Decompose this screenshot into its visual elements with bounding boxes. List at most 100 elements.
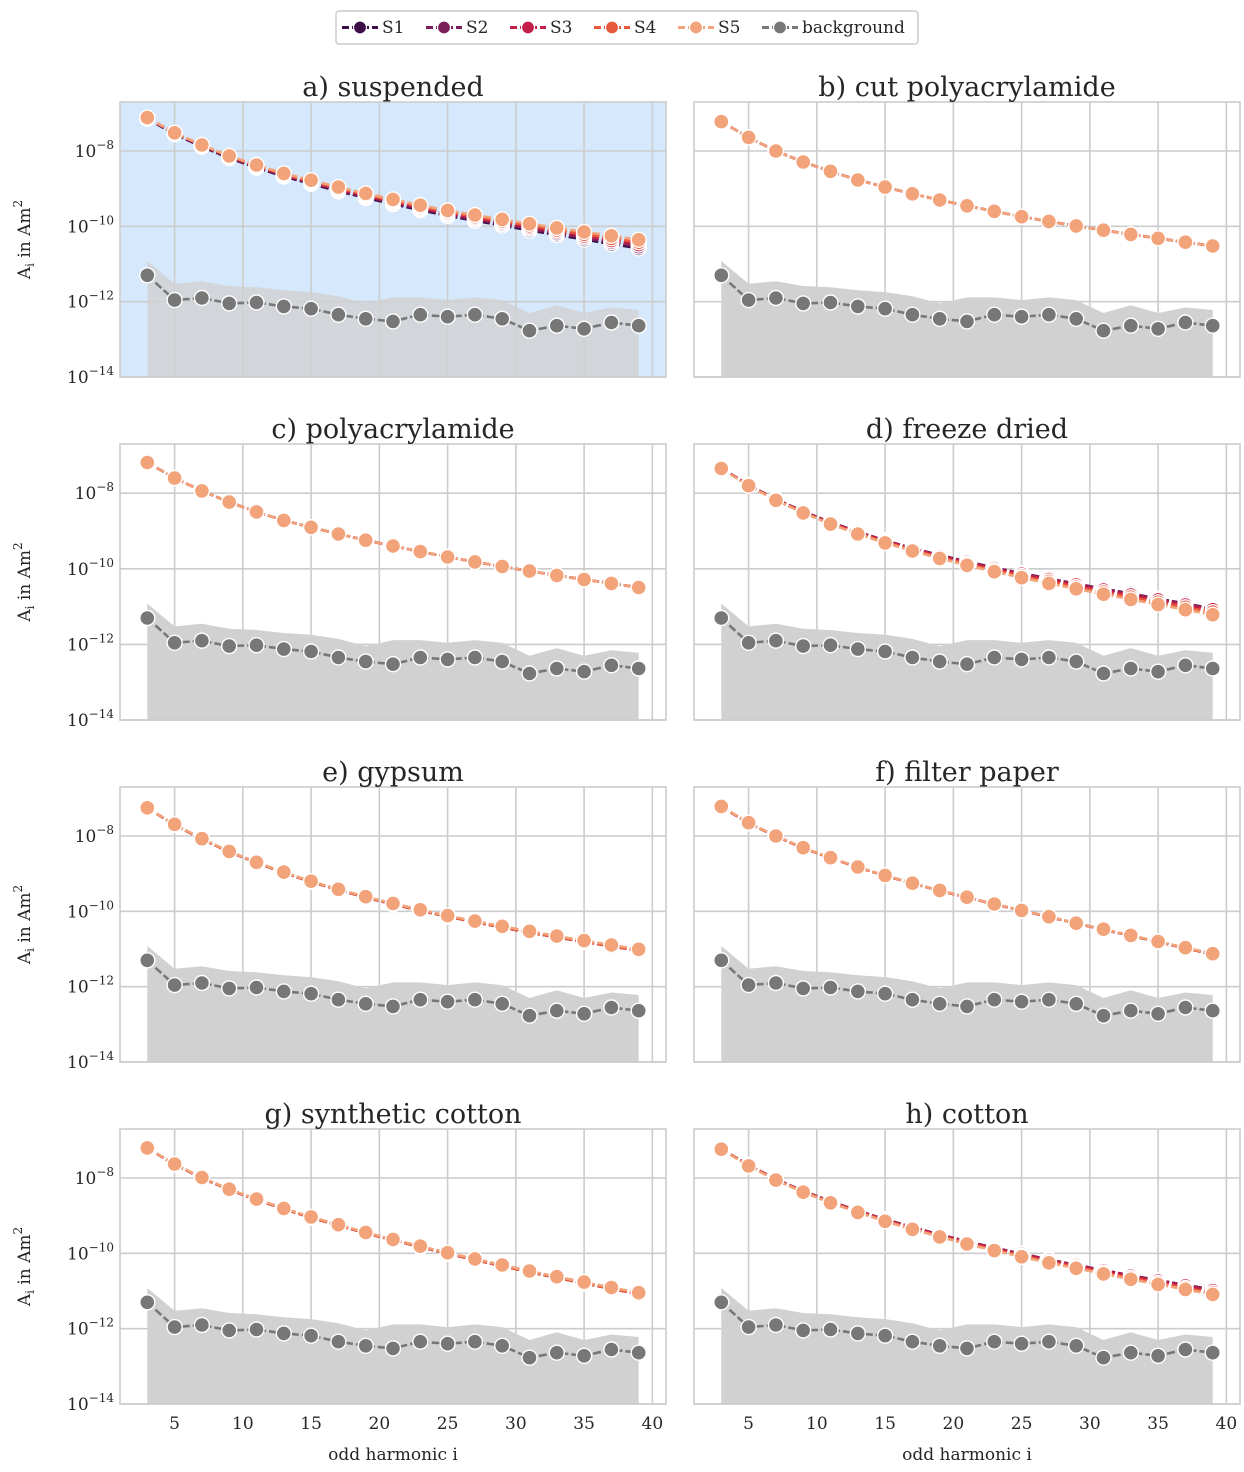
series-s5 bbox=[713, 113, 1221, 255]
data-point bbox=[986, 1333, 1003, 1350]
data-point bbox=[958, 313, 976, 330]
data-point bbox=[521, 1262, 538, 1280]
data-point bbox=[904, 185, 921, 203]
data-point bbox=[713, 267, 730, 284]
data-point bbox=[521, 923, 538, 940]
data-point bbox=[904, 1333, 921, 1350]
data-point bbox=[1204, 1344, 1221, 1361]
data-point bbox=[986, 563, 1003, 580]
data-point bbox=[166, 816, 183, 833]
data-point bbox=[439, 308, 456, 325]
data-point bbox=[795, 153, 812, 171]
data-point bbox=[248, 156, 265, 174]
data-point bbox=[193, 974, 211, 992]
data-point bbox=[1095, 322, 1112, 339]
data-point bbox=[575, 663, 593, 680]
data-point bbox=[931, 191, 948, 209]
data-point bbox=[795, 504, 812, 522]
data-point bbox=[603, 936, 620, 954]
y-tick-label: 10−12 bbox=[67, 974, 114, 998]
series-background bbox=[139, 267, 647, 339]
data-point bbox=[330, 649, 347, 666]
data-point bbox=[1177, 939, 1194, 956]
x-tick-label: 15 bbox=[300, 1414, 322, 1434]
data-point bbox=[1013, 1248, 1030, 1266]
data-point bbox=[1149, 230, 1167, 247]
data-point bbox=[603, 314, 620, 331]
data-point bbox=[603, 1279, 620, 1296]
data-point bbox=[822, 294, 839, 311]
data-point bbox=[795, 839, 812, 856]
data-point bbox=[412, 1333, 429, 1350]
data-point bbox=[1067, 915, 1085, 932]
data-point bbox=[1013, 993, 1030, 1010]
data-point bbox=[1013, 651, 1030, 668]
data-point bbox=[740, 129, 757, 146]
data-point bbox=[248, 979, 265, 996]
x-tick-label: 20 bbox=[369, 1414, 391, 1434]
data-point bbox=[767, 142, 785, 160]
data-point bbox=[849, 1325, 866, 1342]
data-point bbox=[548, 927, 565, 945]
data-point bbox=[904, 306, 921, 323]
data-point bbox=[849, 983, 866, 1000]
data-point bbox=[139, 609, 156, 627]
data-point bbox=[849, 1204, 866, 1221]
data-point bbox=[767, 827, 785, 845]
data-point bbox=[1149, 320, 1167, 337]
data-point bbox=[1204, 317, 1221, 334]
legend-item-s2: S2 bbox=[426, 18, 488, 38]
data-point bbox=[330, 1216, 347, 1233]
data-point bbox=[166, 469, 183, 487]
data-point bbox=[302, 519, 320, 536]
data-point bbox=[1040, 991, 1058, 1008]
y-axis-label: Ai in Am2 bbox=[11, 885, 37, 965]
data-point bbox=[193, 1316, 211, 1334]
legend-label: background bbox=[802, 18, 905, 38]
data-point bbox=[330, 306, 347, 323]
data-point bbox=[630, 1002, 647, 1019]
data-point bbox=[412, 901, 429, 918]
data-point bbox=[548, 1268, 565, 1285]
data-point bbox=[1067, 1337, 1085, 1355]
legend-marker bbox=[520, 20, 536, 35]
data-point bbox=[139, 454, 156, 471]
series-s5 bbox=[713, 460, 1221, 623]
data-point bbox=[494, 310, 511, 327]
data-point bbox=[575, 932, 593, 949]
data-point bbox=[220, 1322, 238, 1339]
data-point bbox=[330, 881, 347, 898]
data-point bbox=[193, 136, 211, 154]
data-point bbox=[248, 1190, 265, 1208]
data-point bbox=[330, 1333, 347, 1350]
y-tick-label: 10−12 bbox=[67, 631, 114, 655]
data-point bbox=[822, 163, 839, 180]
panel-6: f) filter paper bbox=[693, 757, 1241, 1063]
data-point bbox=[357, 995, 374, 1012]
data-point bbox=[1067, 995, 1085, 1012]
data-point bbox=[958, 1235, 976, 1253]
data-point bbox=[1122, 591, 1140, 608]
data-point bbox=[931, 310, 948, 327]
x-tick-label: 40 bbox=[642, 1414, 664, 1434]
data-point bbox=[1122, 226, 1140, 243]
data-point bbox=[139, 799, 156, 816]
data-point bbox=[193, 1169, 211, 1186]
data-point bbox=[302, 985, 320, 1002]
panel-1: a) suspended 10−14 10−12 10−10 10−8 Ai in Am2 bbox=[11, 72, 667, 388]
data-point bbox=[767, 1171, 785, 1189]
data-point bbox=[548, 1002, 565, 1019]
x-tick-label: 40 bbox=[1216, 1414, 1238, 1434]
panel-title: e) gypsum bbox=[322, 757, 464, 788]
legend-item-s4: S4 bbox=[594, 18, 656, 38]
data-point bbox=[1204, 1002, 1221, 1019]
data-point bbox=[1204, 945, 1221, 962]
data-point bbox=[466, 649, 484, 666]
data-point bbox=[521, 562, 538, 580]
data-point bbox=[521, 1007, 538, 1024]
data-point bbox=[630, 1344, 647, 1361]
data-point bbox=[139, 267, 156, 284]
legend-marker bbox=[352, 20, 368, 35]
data-point bbox=[603, 1341, 620, 1358]
data-point bbox=[193, 482, 211, 500]
